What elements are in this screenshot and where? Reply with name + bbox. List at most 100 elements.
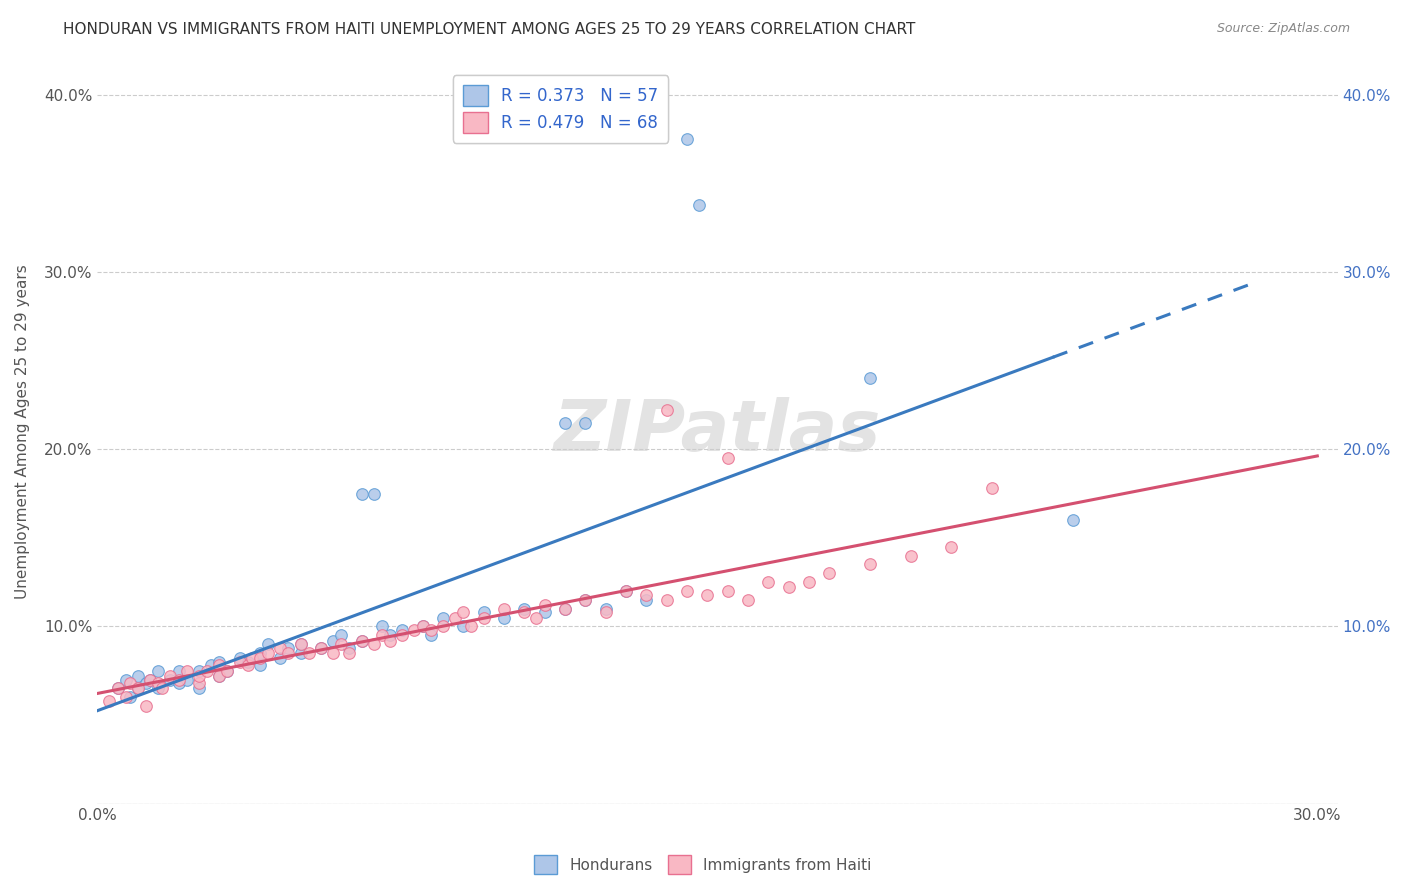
Point bbox=[412, 619, 434, 633]
Point bbox=[195, 664, 218, 678]
Point bbox=[298, 646, 321, 660]
Point bbox=[290, 637, 312, 651]
Point bbox=[636, 593, 658, 607]
Point bbox=[676, 132, 699, 146]
Point bbox=[614, 584, 637, 599]
Point bbox=[249, 651, 271, 665]
Legend: Hondurans, Immigrants from Haiti: Hondurans, Immigrants from Haiti bbox=[529, 849, 877, 880]
Point bbox=[574, 416, 596, 430]
Point bbox=[900, 549, 922, 563]
Point bbox=[107, 681, 129, 696]
Point bbox=[391, 628, 413, 642]
Point bbox=[339, 640, 361, 655]
Point bbox=[148, 681, 170, 696]
Point bbox=[187, 681, 209, 696]
Point bbox=[574, 593, 596, 607]
Point bbox=[290, 637, 312, 651]
Point bbox=[533, 605, 555, 619]
Point bbox=[554, 601, 576, 615]
Point bbox=[676, 584, 699, 599]
Point bbox=[330, 637, 353, 651]
Point bbox=[176, 664, 198, 678]
Point bbox=[236, 658, 259, 673]
Point bbox=[472, 605, 495, 619]
Point bbox=[217, 664, 239, 678]
Point bbox=[472, 610, 495, 624]
Point bbox=[200, 658, 222, 673]
Point bbox=[419, 623, 441, 637]
Point bbox=[228, 655, 250, 669]
Point bbox=[127, 669, 149, 683]
Point bbox=[159, 673, 181, 687]
Point bbox=[98, 694, 121, 708]
Point bbox=[688, 198, 710, 212]
Point bbox=[187, 669, 209, 683]
Point bbox=[404, 623, 426, 637]
Point bbox=[492, 601, 515, 615]
Point bbox=[118, 690, 141, 705]
Point bbox=[309, 640, 332, 655]
Point bbox=[228, 651, 250, 665]
Point bbox=[554, 601, 576, 615]
Point bbox=[118, 676, 141, 690]
Point bbox=[655, 403, 678, 417]
Point bbox=[148, 664, 170, 678]
Point bbox=[139, 673, 162, 687]
Point bbox=[492, 610, 515, 624]
Point bbox=[451, 619, 474, 633]
Point bbox=[208, 658, 231, 673]
Point bbox=[167, 673, 190, 687]
Point bbox=[127, 681, 149, 696]
Point bbox=[444, 610, 467, 624]
Point bbox=[554, 416, 576, 430]
Point bbox=[432, 610, 454, 624]
Text: Source: ZipAtlas.com: Source: ZipAtlas.com bbox=[1216, 22, 1350, 36]
Point bbox=[941, 540, 963, 554]
Text: ZIPatlas: ZIPatlas bbox=[554, 397, 882, 467]
Point bbox=[859, 558, 882, 572]
Point bbox=[818, 566, 841, 581]
Point bbox=[350, 633, 373, 648]
Point bbox=[257, 637, 280, 651]
Point bbox=[981, 481, 1004, 495]
Point bbox=[290, 646, 312, 660]
Point bbox=[859, 371, 882, 385]
Point bbox=[350, 633, 373, 648]
Point bbox=[363, 486, 385, 500]
Point bbox=[696, 588, 718, 602]
Point bbox=[277, 646, 299, 660]
Point bbox=[655, 593, 678, 607]
Point bbox=[135, 676, 157, 690]
Point bbox=[249, 658, 271, 673]
Point bbox=[756, 575, 779, 590]
Point bbox=[513, 601, 536, 615]
Point bbox=[269, 640, 291, 655]
Point bbox=[778, 581, 800, 595]
Point bbox=[257, 646, 280, 660]
Point bbox=[150, 681, 173, 696]
Point bbox=[176, 673, 198, 687]
Point bbox=[208, 655, 231, 669]
Point bbox=[378, 628, 401, 642]
Point bbox=[208, 669, 231, 683]
Point bbox=[269, 651, 291, 665]
Point bbox=[322, 633, 344, 648]
Point bbox=[330, 628, 353, 642]
Point bbox=[187, 664, 209, 678]
Point bbox=[797, 575, 820, 590]
Point bbox=[378, 633, 401, 648]
Point bbox=[114, 690, 136, 705]
Point bbox=[526, 610, 548, 624]
Point bbox=[339, 646, 361, 660]
Text: HONDURAN VS IMMIGRANTS FROM HAITI UNEMPLOYMENT AMONG AGES 25 TO 29 YEARS CORRELA: HONDURAN VS IMMIGRANTS FROM HAITI UNEMPL… bbox=[63, 22, 915, 37]
Point bbox=[451, 605, 474, 619]
Point bbox=[717, 584, 740, 599]
Point bbox=[595, 601, 617, 615]
Point bbox=[249, 646, 271, 660]
Point bbox=[737, 593, 759, 607]
Point bbox=[371, 619, 394, 633]
Point bbox=[309, 640, 332, 655]
Point bbox=[533, 598, 555, 612]
Point bbox=[595, 605, 617, 619]
Point bbox=[636, 588, 658, 602]
